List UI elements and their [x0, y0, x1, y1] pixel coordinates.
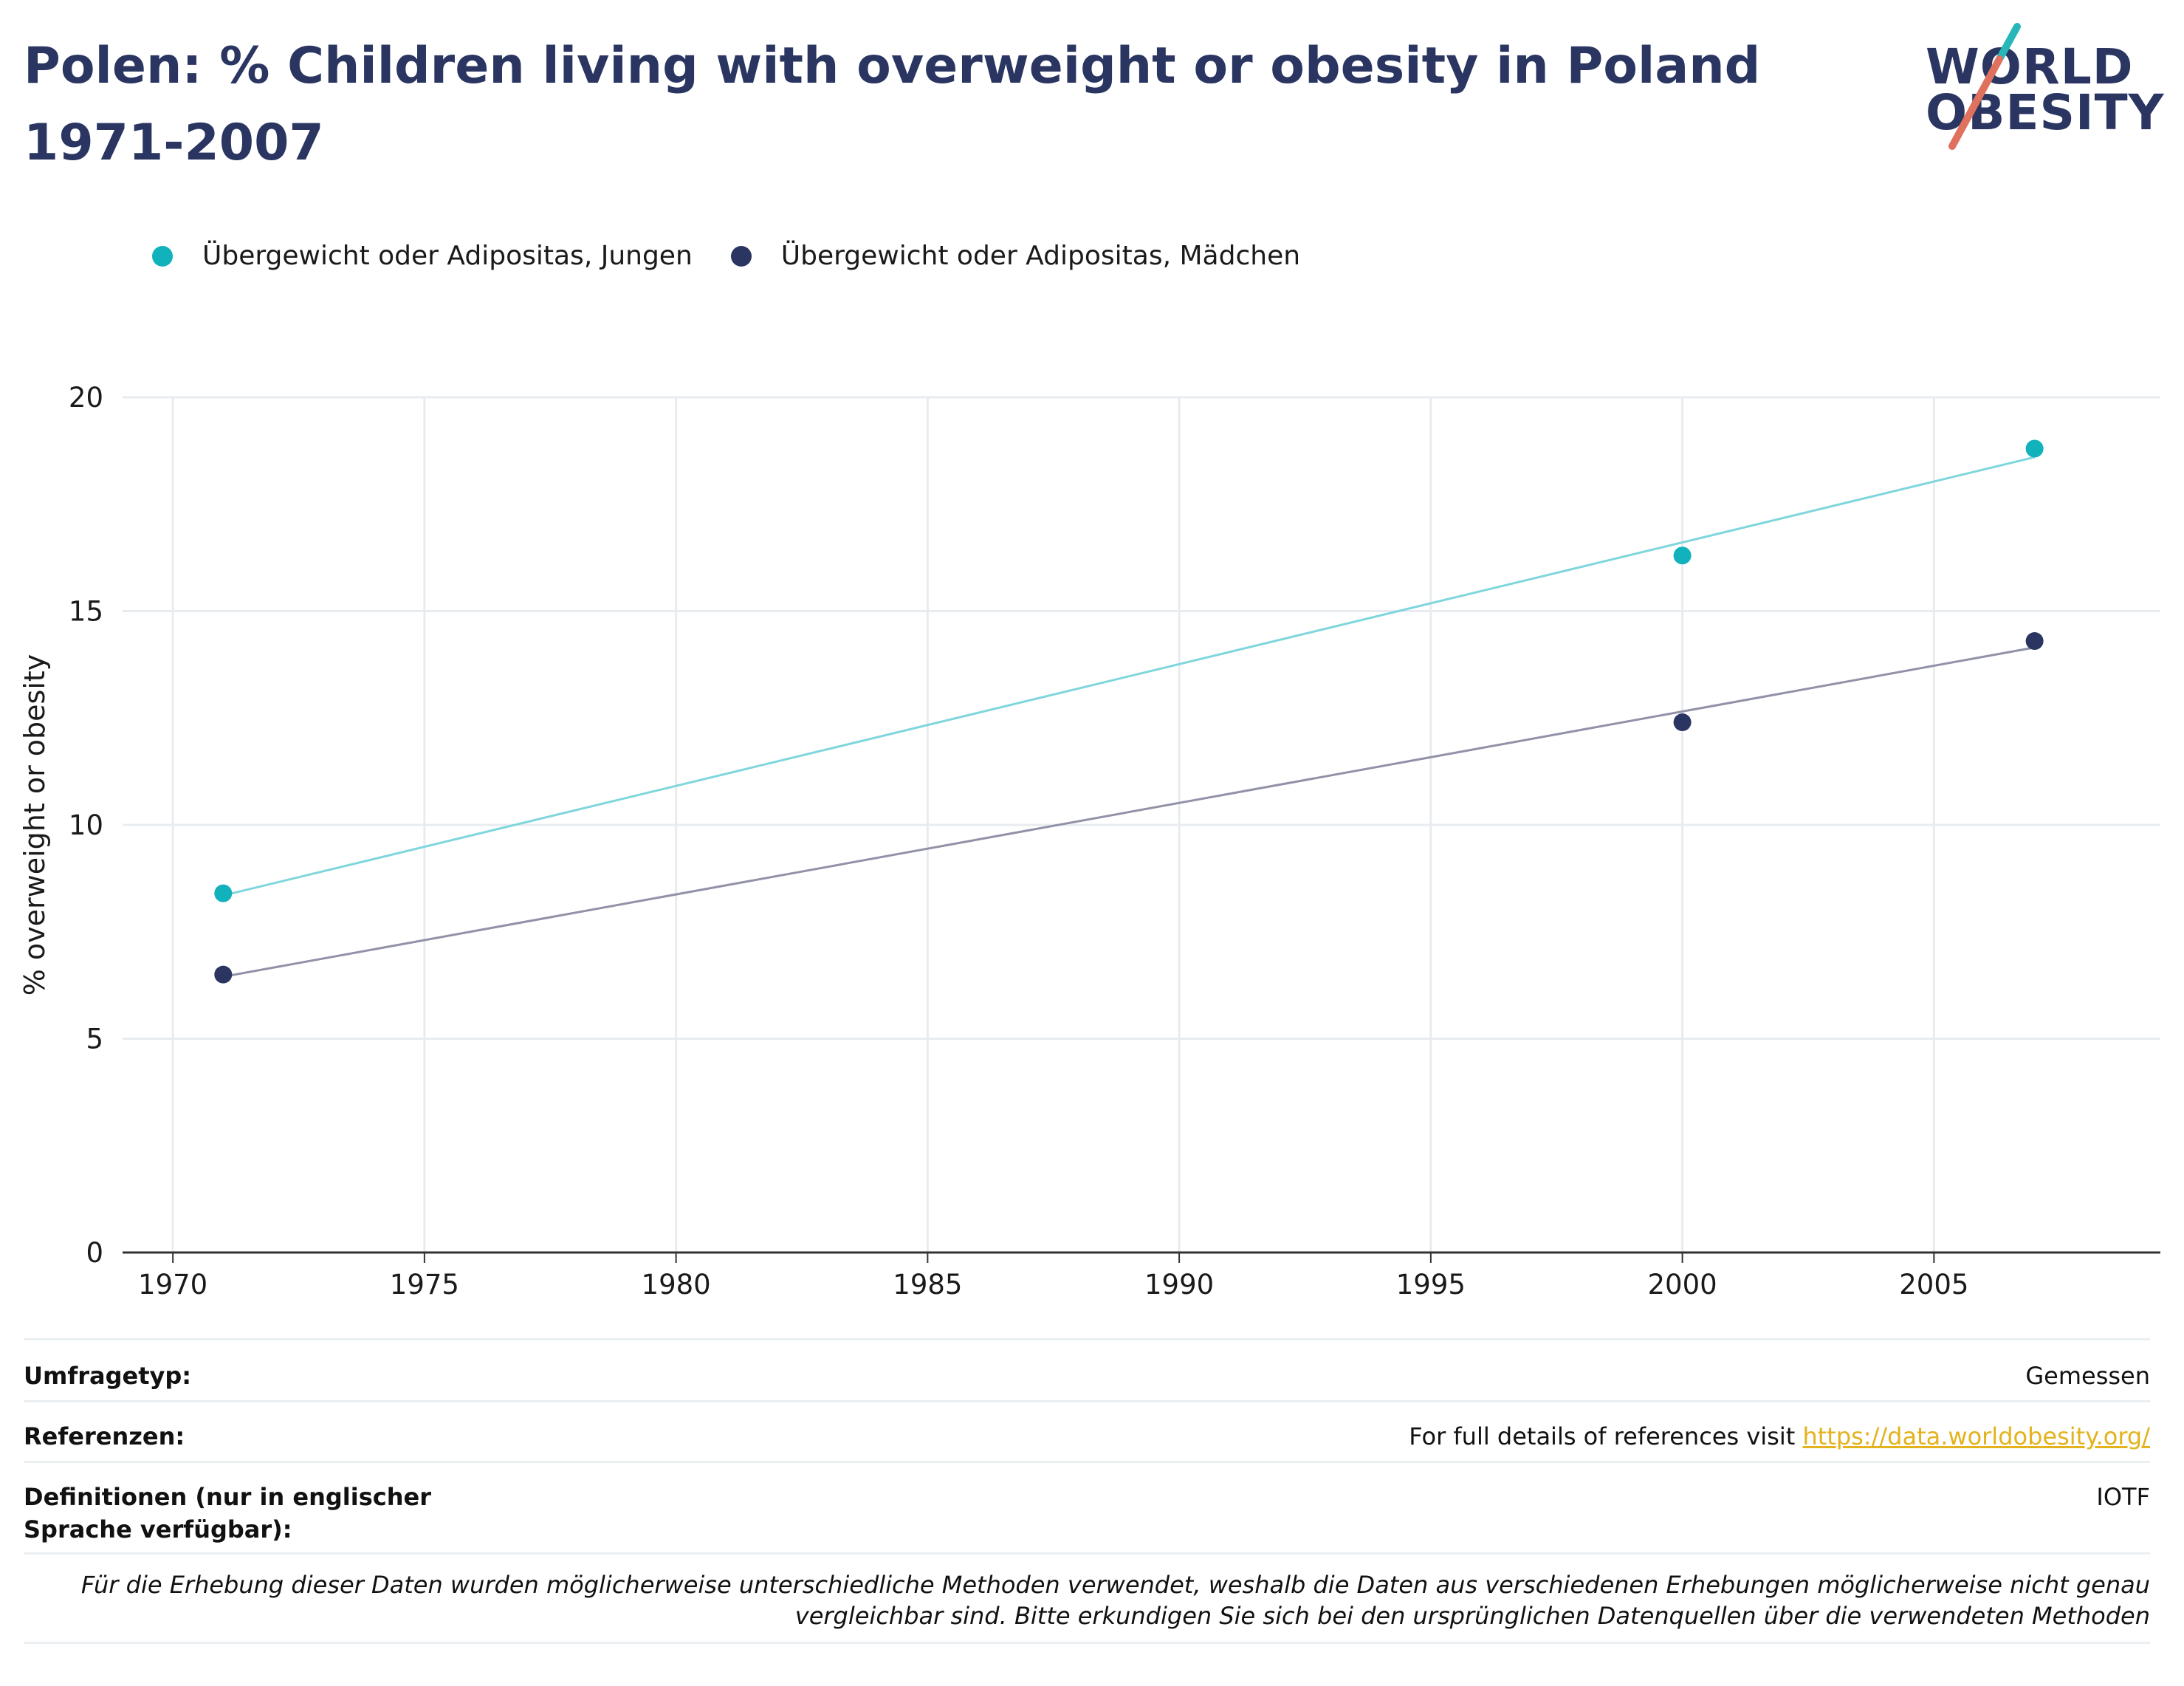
logo-slash-icon [1948, 23, 2021, 150]
data-point[interactable] [2025, 439, 2044, 458]
data-point[interactable] [214, 884, 233, 902]
y-tick-label: 10 [69, 809, 103, 841]
x-tick-label: 1975 [390, 1269, 459, 1301]
references-value: For full details of references visit htt… [1409, 1420, 2150, 1453]
trend-lines [222, 456, 2035, 979]
chart-axes: 0 5 10 15 20 1970 1975 1980 1985 1990 1995 2000 2005 [69, 382, 2160, 1301]
methodology-note: Für die Erhebung dieser Daten wurden mög… [24, 1552, 2150, 1644]
legend-marker-girls [730, 245, 752, 267]
data-points [214, 439, 2044, 984]
y-tick-label: 15 [69, 596, 103, 628]
legend-label-boys: Übergewicht oder Adipositas, Jungen [202, 241, 693, 271]
data-point[interactable] [2025, 632, 2044, 651]
definitions-label: Definitionen (nur in englischer Sprache … [24, 1483, 431, 1543]
x-tick-label: 1990 [1144, 1269, 1214, 1301]
y-tick-label: 20 [69, 382, 103, 414]
y-tick-label: 5 [86, 1024, 103, 1055]
y-axis-label: % overweight or obesity [18, 654, 51, 996]
data-point[interactable] [1673, 713, 1692, 732]
legend-item-girls[interactable]: Übergewicht oder Adipositas, Mädchen [730, 241, 1301, 271]
trend-line [222, 456, 2035, 897]
x-tick-label: 1985 [893, 1269, 962, 1301]
chart-grid [123, 396, 2160, 1252]
references-link[interactable]: https://data.worldobesity.org/ [1802, 1422, 2150, 1450]
references-label: Referenzen: [24, 1422, 185, 1450]
x-tick-label: 1980 [642, 1269, 711, 1301]
x-tick-label: 2000 [1648, 1269, 1717, 1301]
data-point[interactable] [214, 965, 233, 984]
survey-type-value: Gemessen [2025, 1362, 2150, 1390]
legend-marker-boys [152, 245, 173, 267]
definitions-value: IOTF [2096, 1483, 2150, 1511]
world-obesity-logo: WORLD OBESITY [1926, 21, 2169, 154]
y-tick-label: 0 [86, 1237, 103, 1269]
references-text: For full details of references visit [1409, 1422, 1803, 1450]
definitions-row: Definitionen (nur in englischer Sprache … [24, 1461, 2150, 1552]
x-tick-label: 1970 [138, 1269, 207, 1301]
survey-type-row: Umfragetyp: Gemessen [24, 1338, 2150, 1400]
chart-title: Polen: % Children living with overweight… [24, 37, 1761, 172]
chart-metadata: Umfragetyp: Gemessen Referenzen: For ful… [24, 1338, 2150, 1644]
legend-item-boys[interactable]: Übergewicht oder Adipositas, Jungen [152, 241, 693, 271]
legend-label-girls: Übergewicht oder Adipositas, Mädchen [780, 241, 1301, 271]
chart-legend: Übergewicht oder Adipositas, Jungen Über… [152, 241, 1339, 271]
survey-type-label: Umfragetyp: [24, 1362, 192, 1390]
x-tick-label: 2005 [1899, 1269, 1968, 1301]
logo-line-1: WORLD [1926, 38, 2134, 95]
data-point[interactable] [1673, 546, 1692, 565]
x-tick-label: 1995 [1396, 1269, 1466, 1301]
scatter-chart: 0 5 10 15 20 1970 1975 1980 1985 1990 1995 2000 2005… [18, 382, 2160, 1301]
trend-line [223, 646, 2035, 979]
references-row: Referenzen: For full details of referenc… [24, 1400, 2150, 1461]
